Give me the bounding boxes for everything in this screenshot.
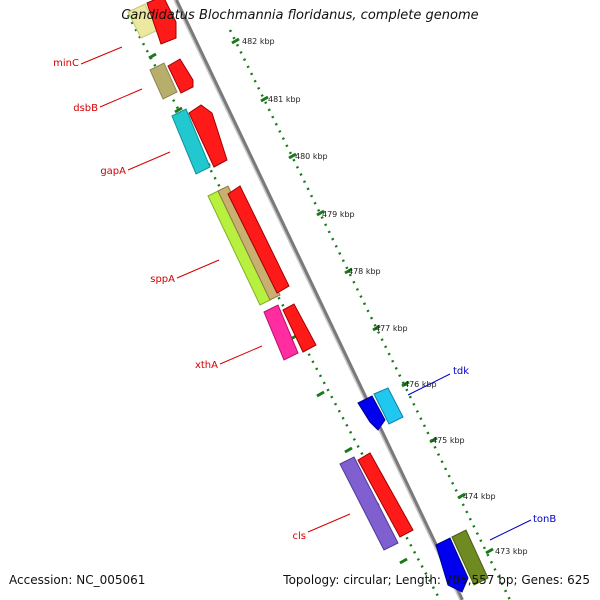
gene-dsbB-cog-block (149, 62, 178, 100)
gene-cls-cog-block (339, 456, 399, 551)
kbp-label: 481 kbp (268, 95, 301, 104)
gene-label-sppA: sppA (150, 274, 175, 285)
right-leader-lines (407, 373, 532, 541)
gene-dsbB-arrow (167, 58, 194, 94)
gene-gapA-cog-block (171, 108, 211, 175)
left-leader-lines (80, 46, 351, 533)
backbone-line (174, 0, 464, 600)
gene-label-cls: cls (293, 531, 307, 542)
gene-minC-arrow (146, 0, 177, 45)
gene-label-dsbB: dsbB (73, 103, 98, 114)
gene-tonB[interactable] (435, 529, 489, 593)
kbp-label: 479 kbp (322, 210, 355, 219)
gene-label-minC: minC (53, 58, 79, 69)
gene-tonB-cog-block (451, 529, 489, 586)
kbp-label: 474 kbp (463, 492, 496, 501)
backbone-highlight (173, 0, 461, 600)
gene-gapA-arrow (188, 104, 228, 168)
outer-major-ticks (231, 37, 494, 555)
gene-xthA-cog-block (263, 304, 299, 361)
gene-sppA-cog-block-2 (217, 185, 281, 301)
outer-tick-ring (228, 29, 512, 600)
gene-tonB-arrow-blue (435, 537, 469, 593)
gene-tdk-arrow-blue (357, 395, 386, 431)
gene-label-tonB: tonB (533, 514, 556, 525)
gene-minC[interactable] (127, 0, 177, 45)
gene-sppA[interactable] (207, 185, 290, 306)
kbp-label: 480 kbp (295, 152, 328, 161)
gene-tdk[interactable] (357, 387, 404, 431)
accession-text: Accession: NC_005061 (9, 573, 146, 587)
map-title: Candidatus Blochmannia floridanus, compl… (121, 8, 479, 23)
gene-cls-arrow (357, 452, 414, 538)
gene-xthA-arrow (282, 303, 317, 353)
genome-summary-text: Topology: circular; Length: 705,557 bp; … (283, 573, 590, 587)
kbp-label: 478 kbp (348, 267, 381, 276)
kbp-label: 482 kbp (242, 37, 275, 46)
gene-cls[interactable] (339, 452, 414, 551)
gene-label-tdk: tdk (453, 366, 469, 377)
kbp-label: 473 kbp (495, 547, 528, 556)
gene-gapA[interactable] (171, 104, 228, 175)
gene-sppA-arrow (227, 185, 290, 294)
gene-label-xthA: xthA (195, 360, 218, 371)
kbp-label: 476 kbp (404, 380, 437, 389)
gene-dsbB[interactable] (149, 58, 194, 100)
gene-label-gapA: gapA (100, 166, 126, 177)
kbp-label: 477 kbp (375, 324, 408, 333)
gene-xthA[interactable] (263, 303, 317, 361)
gene-tdk-cog-block (373, 387, 404, 425)
kbp-label: 475 kbp (432, 436, 465, 445)
